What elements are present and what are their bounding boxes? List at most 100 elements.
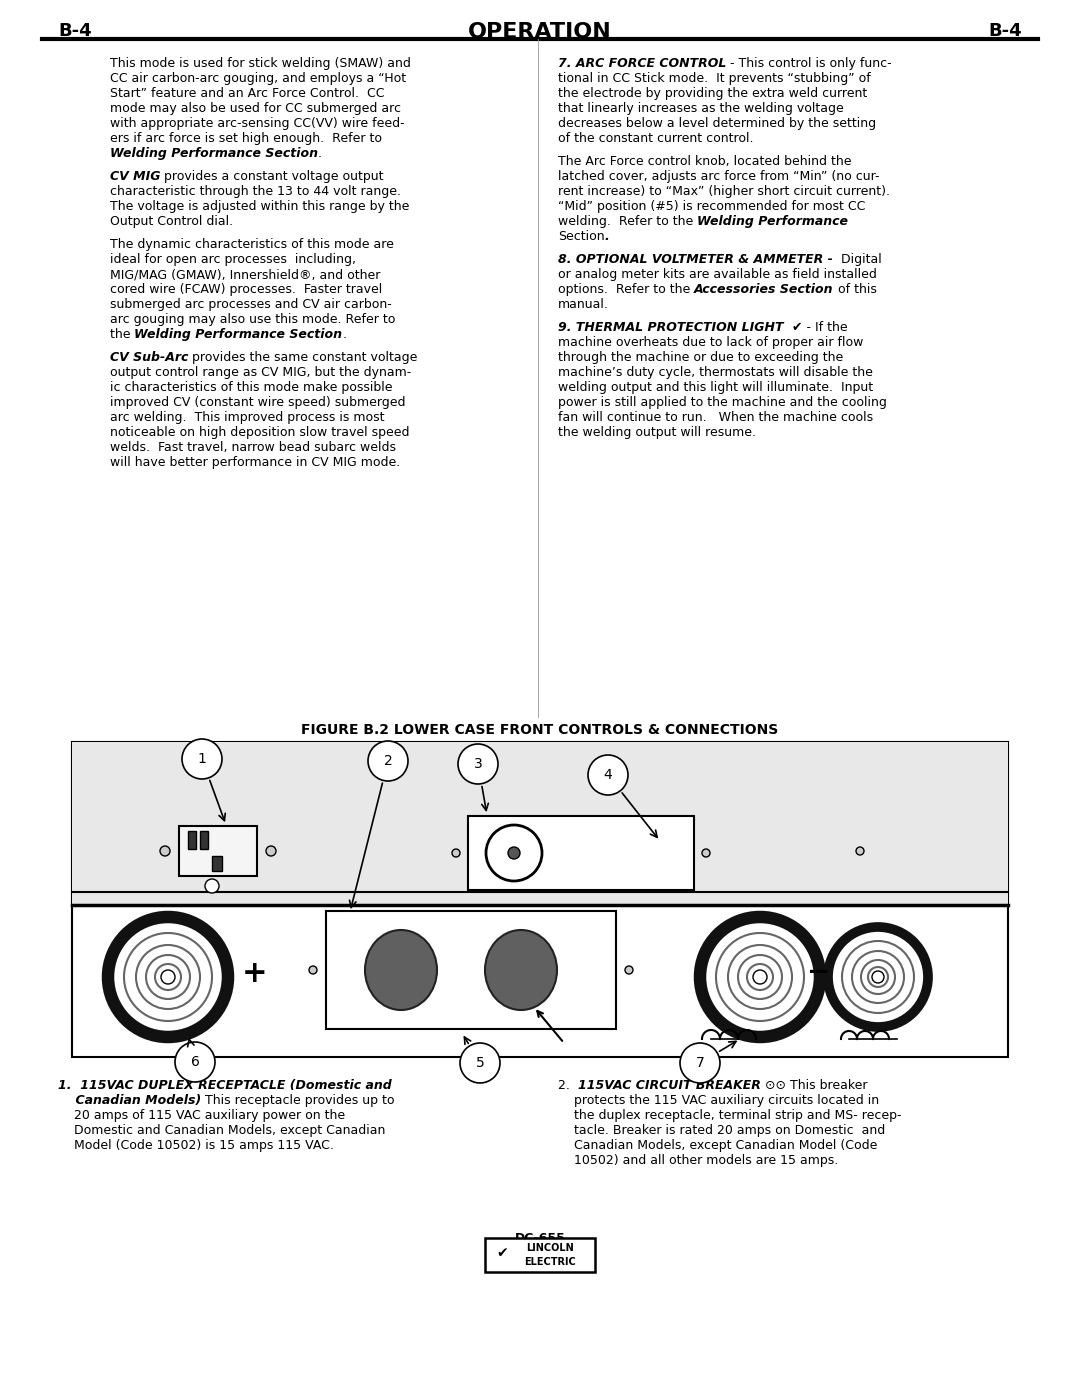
Text: noticeable on high deposition slow travel speed: noticeable on high deposition slow trave… — [110, 426, 409, 439]
Circle shape — [161, 970, 175, 983]
Text: 20 amps of 115 VAC auxiliary power on the: 20 amps of 115 VAC auxiliary power on th… — [58, 1109, 346, 1122]
Bar — [212, 856, 222, 870]
Text: welding output and this light will illuminate.  Input: welding output and this light will illum… — [558, 381, 873, 394]
Text: the electrode by providing the extra weld current: the electrode by providing the extra wel… — [558, 87, 867, 101]
Text: provides the same constant voltage: provides the same constant voltage — [188, 351, 418, 365]
Circle shape — [338, 912, 356, 930]
Text: 6: 6 — [190, 1055, 200, 1069]
Circle shape — [680, 1044, 720, 1083]
Circle shape — [872, 971, 885, 983]
Text: improved CV (constant wire speed) submerged: improved CV (constant wire speed) submer… — [110, 395, 405, 409]
Circle shape — [175, 1042, 215, 1083]
Text: ic characteristics of this mode make possible: ic characteristics of this mode make pos… — [110, 381, 392, 394]
Circle shape — [508, 847, 519, 859]
Circle shape — [458, 745, 498, 784]
Text: −: − — [808, 958, 831, 986]
Text: manual.: manual. — [558, 298, 609, 312]
Text: welds.  Fast travel, narrow bead subarc welds: welds. Fast travel, narrow bead subarc w… — [110, 441, 396, 454]
Text: through the machine or due to exceeding the: through the machine or due to exceeding … — [558, 351, 843, 365]
Text: options.  Refer to the: options. Refer to the — [558, 284, 694, 296]
Text: “Mid” position (#5) is recommended for most CC: “Mid” position (#5) is recommended for m… — [558, 200, 865, 212]
Text: .: . — [342, 328, 347, 341]
Text: welding.  Refer to the: welding. Refer to the — [558, 215, 698, 228]
Bar — [179, 826, 257, 876]
Text: the welding output will resume.: the welding output will resume. — [558, 426, 756, 439]
Circle shape — [183, 739, 222, 780]
Bar — [326, 911, 616, 1030]
Text: ✔ - If the: ✔ - If the — [783, 321, 847, 334]
Bar — [72, 742, 1008, 905]
Text: machine overheats due to lack of proper air flow: machine overheats due to lack of proper … — [558, 337, 863, 349]
Text: OPERATION: OPERATION — [468, 22, 612, 42]
Text: submerged arc processes and CV air carbon-: submerged arc processes and CV air carbo… — [110, 298, 392, 312]
Text: 3: 3 — [474, 757, 483, 771]
Text: output control range as CV MIG, but the dynam-: output control range as CV MIG, but the … — [110, 366, 411, 379]
Text: FIGURE B.2 LOWER CASE FRONT CONTROLS & CONNECTIONS: FIGURE B.2 LOWER CASE FRONT CONTROLS & C… — [301, 724, 779, 738]
Circle shape — [266, 847, 276, 856]
Text: 115VAC CIRCUIT BREAKER: 115VAC CIRCUIT BREAKER — [578, 1078, 760, 1092]
Text: Digital: Digital — [833, 253, 881, 265]
Bar — [200, 831, 208, 849]
Text: fan will continue to run.   When the machine cools: fan will continue to run. When the machi… — [558, 411, 873, 425]
Text: Domestic and Canadian Models, except Canadian: Domestic and Canadian Models, except Can… — [58, 1125, 386, 1137]
Circle shape — [486, 826, 542, 882]
Text: characteristic through the 13 to 44 volt range.: characteristic through the 13 to 44 volt… — [110, 184, 401, 198]
Text: B-4: B-4 — [58, 22, 92, 41]
Ellipse shape — [485, 930, 557, 1010]
Text: Output Control dial.: Output Control dial. — [110, 215, 233, 228]
Text: 10502) and all other models are 15 amps.: 10502) and all other models are 15 amps. — [558, 1154, 838, 1166]
Text: ⊙⊙ This breaker: ⊙⊙ This breaker — [760, 1078, 867, 1092]
Text: rent increase) to “Max” (higher short circuit current).: rent increase) to “Max” (higher short ci… — [558, 184, 890, 198]
Circle shape — [108, 916, 228, 1037]
Text: DC-655: DC-655 — [514, 1232, 566, 1245]
Text: The dynamic characteristics of this mode are: The dynamic characteristics of this mode… — [110, 237, 394, 251]
Text: .: . — [605, 231, 609, 243]
Text: CV Sub-Arc: CV Sub-Arc — [110, 351, 188, 365]
Circle shape — [625, 965, 633, 974]
Text: Canadian Models): Canadian Models) — [58, 1094, 201, 1106]
Circle shape — [160, 847, 170, 856]
Circle shape — [700, 916, 820, 1037]
Text: or analog meter kits are available as field installed: or analog meter kits are available as fi… — [558, 268, 877, 281]
Text: - This control is only func-: - This control is only func- — [727, 57, 892, 70]
Text: 7. ARC FORCE CONTROL: 7. ARC FORCE CONTROL — [558, 57, 727, 70]
Text: Welding Performance Section: Welding Performance Section — [135, 328, 342, 341]
Circle shape — [753, 970, 767, 983]
Text: 2.: 2. — [558, 1078, 578, 1092]
Circle shape — [205, 879, 219, 893]
Text: 4: 4 — [604, 768, 612, 782]
Text: CC air carbon-arc gouging, and employs a “Hot: CC air carbon-arc gouging, and employs a… — [110, 73, 406, 85]
Bar — [468, 816, 694, 890]
Text: This receptacle provides up to: This receptacle provides up to — [201, 1094, 395, 1106]
Text: the: the — [110, 328, 135, 341]
Text: Model (Code 10502) is 15 amps 115 VAC.: Model (Code 10502) is 15 amps 115 VAC. — [58, 1139, 334, 1153]
Text: of the constant current control.: of the constant current control. — [558, 131, 754, 145]
Text: B-4: B-4 — [988, 22, 1022, 41]
Text: The Arc Force control knob, located behind the: The Arc Force control knob, located behi… — [558, 155, 851, 168]
Circle shape — [856, 847, 864, 855]
Text: LINCOLN: LINCOLN — [526, 1243, 573, 1253]
Text: This mode is used for stick welding (SMAW) and: This mode is used for stick welding (SMA… — [110, 57, 410, 70]
Text: tacle. Breaker is rated 20 amps on Domestic  and: tacle. Breaker is rated 20 amps on Domes… — [558, 1125, 886, 1137]
Text: ers if arc force is set high enough.  Refer to: ers if arc force is set high enough. Ref… — [110, 131, 382, 145]
Text: 8. OPTIONAL VOLTMETER & AMMETER -: 8. OPTIONAL VOLTMETER & AMMETER - — [558, 253, 833, 265]
Ellipse shape — [365, 930, 437, 1010]
Text: 2: 2 — [383, 754, 392, 768]
Text: +: + — [242, 958, 268, 988]
Text: tional in CC Stick mode.  It prevents “stubbing” of: tional in CC Stick mode. It prevents “st… — [558, 73, 870, 85]
Text: power is still applied to the machine and the cooling: power is still applied to the machine an… — [558, 395, 887, 409]
Text: the duplex receptacle, terminal strip and MS- recep-: the duplex receptacle, terminal strip an… — [558, 1109, 902, 1122]
Text: 7: 7 — [696, 1056, 704, 1070]
Bar — [188, 831, 195, 849]
Text: The voltage is adjusted within this range by the: The voltage is adjusted within this rang… — [110, 200, 409, 212]
Circle shape — [828, 928, 928, 1027]
Text: 9. THERMAL PROTECTION LIGHT: 9. THERMAL PROTECTION LIGHT — [558, 321, 783, 334]
Circle shape — [702, 849, 710, 856]
Text: Start” feature and an Arc Force Control.  CC: Start” feature and an Arc Force Control.… — [110, 87, 384, 101]
Circle shape — [460, 1044, 500, 1083]
Text: ✔: ✔ — [496, 1246, 508, 1260]
Bar — [72, 742, 1008, 1058]
Text: mode may also be used for CC submerged arc: mode may also be used for CC submerged a… — [110, 102, 401, 115]
Text: Welding Performance Section: Welding Performance Section — [110, 147, 318, 161]
Text: 5: 5 — [475, 1056, 484, 1070]
